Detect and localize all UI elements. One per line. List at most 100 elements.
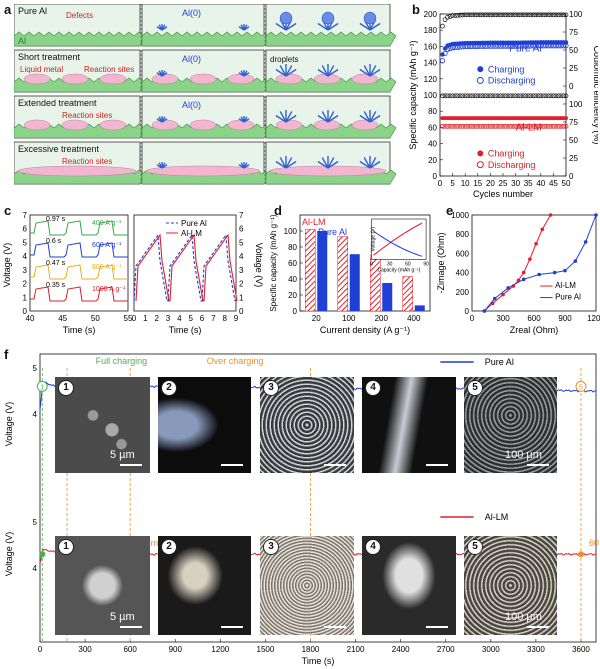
bar-al-lm bbox=[305, 229, 316, 312]
lm-discharging-point bbox=[553, 123, 559, 129]
lm-discharging-point bbox=[490, 123, 496, 129]
pure-discharging-point bbox=[538, 43, 544, 49]
y-tick-label: 160 bbox=[424, 42, 438, 51]
x-tick-label: 8 bbox=[222, 314, 227, 323]
y-tick-label: 2 bbox=[23, 280, 28, 289]
lm-ce-point bbox=[533, 93, 539, 99]
lm-ce-point bbox=[510, 93, 516, 99]
lm-ce-point bbox=[480, 93, 486, 99]
lm-ce-point bbox=[518, 93, 523, 99]
x-axis-label: Time (s) bbox=[63, 325, 96, 335]
pure-point bbox=[552, 270, 557, 275]
x-tick-label: 300 bbox=[496, 314, 510, 323]
pure-discharging-point bbox=[540, 43, 546, 49]
micrograph-photo bbox=[362, 377, 456, 473]
inset-curve bbox=[373, 230, 423, 257]
row-label: Extended treatment bbox=[18, 98, 97, 108]
x-tick-label: 40 bbox=[536, 179, 545, 188]
y2-tick-label: 100 bbox=[569, 10, 583, 19]
deposit-branch bbox=[327, 114, 339, 123]
y-tick-label: 0 bbox=[239, 307, 244, 316]
deposit-branch bbox=[275, 22, 287, 31]
lm-discharging-point bbox=[450, 123, 455, 129]
lm-discharging-point bbox=[452, 123, 458, 129]
pure-ce-point bbox=[452, 13, 458, 18]
y-tick-label: 1 bbox=[239, 293, 244, 302]
deposit-branch bbox=[363, 111, 371, 123]
pure-discharging-point bbox=[482, 43, 488, 49]
deposit-branch bbox=[161, 118, 168, 123]
pure-discharging-point bbox=[467, 43, 473, 50]
mid-label: Al(0) bbox=[182, 54, 201, 64]
deposit-branch bbox=[321, 65, 329, 77]
pure-discharging-point bbox=[439, 58, 446, 64]
pure-ce-point bbox=[483, 12, 488, 18]
liquid-metal-droplet bbox=[275, 119, 303, 131]
deposit-branch bbox=[369, 22, 381, 31]
deposit-branch bbox=[285, 111, 293, 123]
y-tick-label: 3 bbox=[239, 266, 244, 275]
photo-number: 3 bbox=[263, 380, 279, 396]
pure-discharging-point bbox=[533, 43, 539, 49]
substrate-shape bbox=[14, 31, 145, 47]
y-tick-label: 200 bbox=[424, 10, 438, 19]
lm-discharging-point bbox=[548, 123, 554, 129]
y2-tick-label: 75 bbox=[569, 28, 578, 37]
pure-ce-point bbox=[480, 12, 486, 18]
over-charging-label: Over charging bbox=[207, 356, 264, 366]
pure-discharging-point bbox=[477, 43, 483, 49]
pure-ce-point bbox=[543, 12, 549, 18]
plot-frame bbox=[133, 214, 237, 312]
lm-ce-point bbox=[505, 93, 511, 99]
x-axis-label: Cycles number bbox=[473, 189, 533, 199]
deposit-branch bbox=[285, 157, 293, 169]
pure-discharging-point bbox=[543, 43, 549, 49]
lm-discharging-point bbox=[523, 123, 529, 129]
panel-c-letter: c bbox=[4, 203, 12, 218]
lm-discharging-point bbox=[482, 123, 488, 129]
y-tick-label: 20 bbox=[428, 156, 437, 165]
x-tick-label: 1 bbox=[143, 314, 148, 323]
liquid-metal-droplet bbox=[227, 119, 255, 131]
x-tick-label: 2 bbox=[154, 314, 159, 323]
panel-b-chart: 0 5 10 15 20 25 30 35 40 45 5002040608010012014016… bbox=[408, 10, 598, 199]
lm-fit-line bbox=[484, 214, 551, 312]
lm-discharging-point bbox=[488, 123, 493, 129]
mid-label: Al(0) bbox=[182, 8, 201, 18]
y-tick-label: 20 bbox=[288, 291, 297, 300]
scale-label: 5 µm bbox=[110, 611, 135, 623]
lm-discharging-point bbox=[561, 123, 566, 129]
pure-discharging-point bbox=[553, 43, 559, 49]
lm-point bbox=[548, 213, 553, 217]
pure-ce-point bbox=[485, 12, 491, 18]
legend-charging: Charging bbox=[488, 149, 525, 159]
lm-discharging-point bbox=[503, 123, 508, 129]
lm-ce-point bbox=[543, 93, 549, 99]
plot-frame bbox=[39, 353, 597, 643]
pure-discharging-point bbox=[560, 43, 567, 49]
lm-ce-point bbox=[485, 93, 491, 99]
x-tick-label: 600 bbox=[527, 314, 541, 323]
pure-ce-point bbox=[513, 12, 518, 18]
x-tick-label: 2100 bbox=[347, 645, 365, 654]
pure-ce-point bbox=[520, 12, 526, 18]
pure-ce-point bbox=[523, 12, 529, 18]
liquid-metal-droplet bbox=[23, 73, 51, 85]
pure-ce-point bbox=[533, 12, 539, 18]
lm-ce-point bbox=[452, 93, 458, 99]
inset-tick: 90 bbox=[423, 261, 429, 267]
pure-discharging-point bbox=[462, 43, 468, 50]
deposit-branch bbox=[279, 111, 287, 123]
legend-pure: Pure Al bbox=[181, 219, 207, 228]
pure-discharging-point bbox=[548, 43, 554, 49]
pure-ce-point bbox=[528, 12, 534, 18]
x-tick-label: 50 bbox=[91, 314, 100, 323]
pure-ce-point bbox=[530, 12, 536, 18]
time-annotation: 0.6 s bbox=[46, 238, 62, 245]
lm-discharging-point bbox=[533, 123, 539, 129]
lm-ce-point bbox=[483, 93, 488, 99]
panel-a-letter: a bbox=[4, 2, 12, 17]
deposit-branch bbox=[275, 114, 287, 123]
lm-discharging-point bbox=[556, 123, 561, 129]
pure-ce-point bbox=[440, 23, 445, 29]
